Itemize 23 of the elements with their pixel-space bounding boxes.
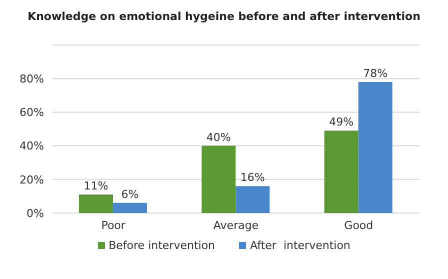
bar [358, 82, 392, 213]
x-tick-label: Good [344, 218, 374, 232]
data-label: 16% [240, 171, 265, 184]
x-tick-label: Average [213, 218, 259, 232]
y-tick-label: 40% [20, 140, 44, 153]
bar [202, 146, 236, 213]
data-label: 49% [329, 116, 354, 129]
y-tick-label: 60% [20, 106, 44, 120]
data-label: 40% [206, 130, 231, 144]
data-label: 78% [363, 66, 388, 80]
bar [112, 202, 147, 213]
legend-label: After intervention [250, 239, 350, 252]
bar [324, 130, 358, 213]
bar [236, 186, 270, 213]
y-tick-label: 80% [20, 72, 44, 86]
legend-label: Before intervention [108, 239, 216, 252]
y-tick-label: 20% [20, 173, 44, 186]
bar [78, 194, 113, 213]
data-label: 11% [84, 180, 108, 193]
chart-title: Knowledge on emotional hygeine before and after intervention [26, 9, 422, 25]
x-tick-label: Poor [101, 218, 126, 232]
y-tick-label: 0% [26, 206, 44, 220]
data-label: 6% [121, 188, 139, 201]
